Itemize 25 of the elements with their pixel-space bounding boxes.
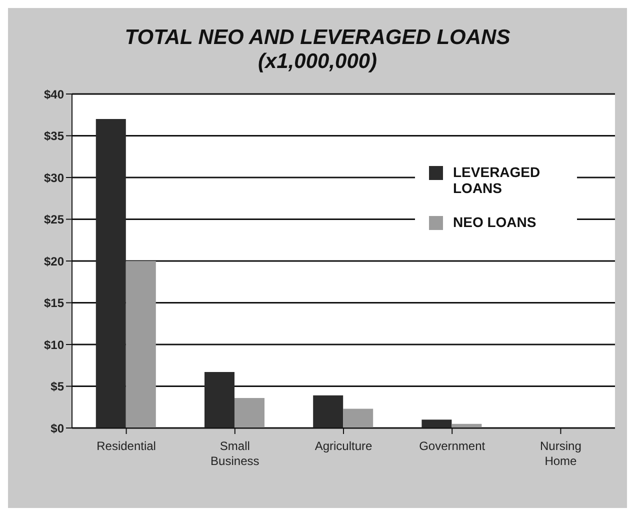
bar — [234, 398, 264, 428]
x-tick-label: Government — [419, 439, 486, 453]
bar — [313, 395, 344, 428]
x-tick-label: Nursing Home — [540, 439, 582, 468]
bar — [96, 119, 126, 428]
chart-subtitle: (x1,000,000) — [256, 50, 378, 74]
y-tick-label: $35 — [44, 129, 64, 144]
y-tick-label: $25 — [44, 212, 64, 227]
y-tick-label: $15 — [44, 296, 64, 310]
legend-label: LEVERAGED LOANS — [453, 164, 542, 196]
bar — [126, 261, 156, 428]
legend-label: NEO LOANS — [453, 214, 538, 230]
chart-title: TOTAL NEO AND LEVERAGED LOANS — [124, 26, 512, 50]
bar — [343, 408, 374, 428]
x-tick-label: Small Business — [210, 439, 260, 468]
y-tick-label: $0 — [50, 421, 64, 436]
y-tick-label: $5 — [50, 380, 64, 394]
bar — [422, 420, 452, 428]
y-tick-label: $40 — [44, 87, 64, 102]
y-tick-label: $10 — [44, 338, 64, 352]
bar — [204, 372, 234, 428]
y-tick-label: $30 — [44, 170, 64, 185]
x-tick-label: Agriculture — [314, 439, 373, 453]
x-tick-label: Residential — [96, 439, 156, 453]
y-tick-label: $20 — [44, 254, 64, 268]
